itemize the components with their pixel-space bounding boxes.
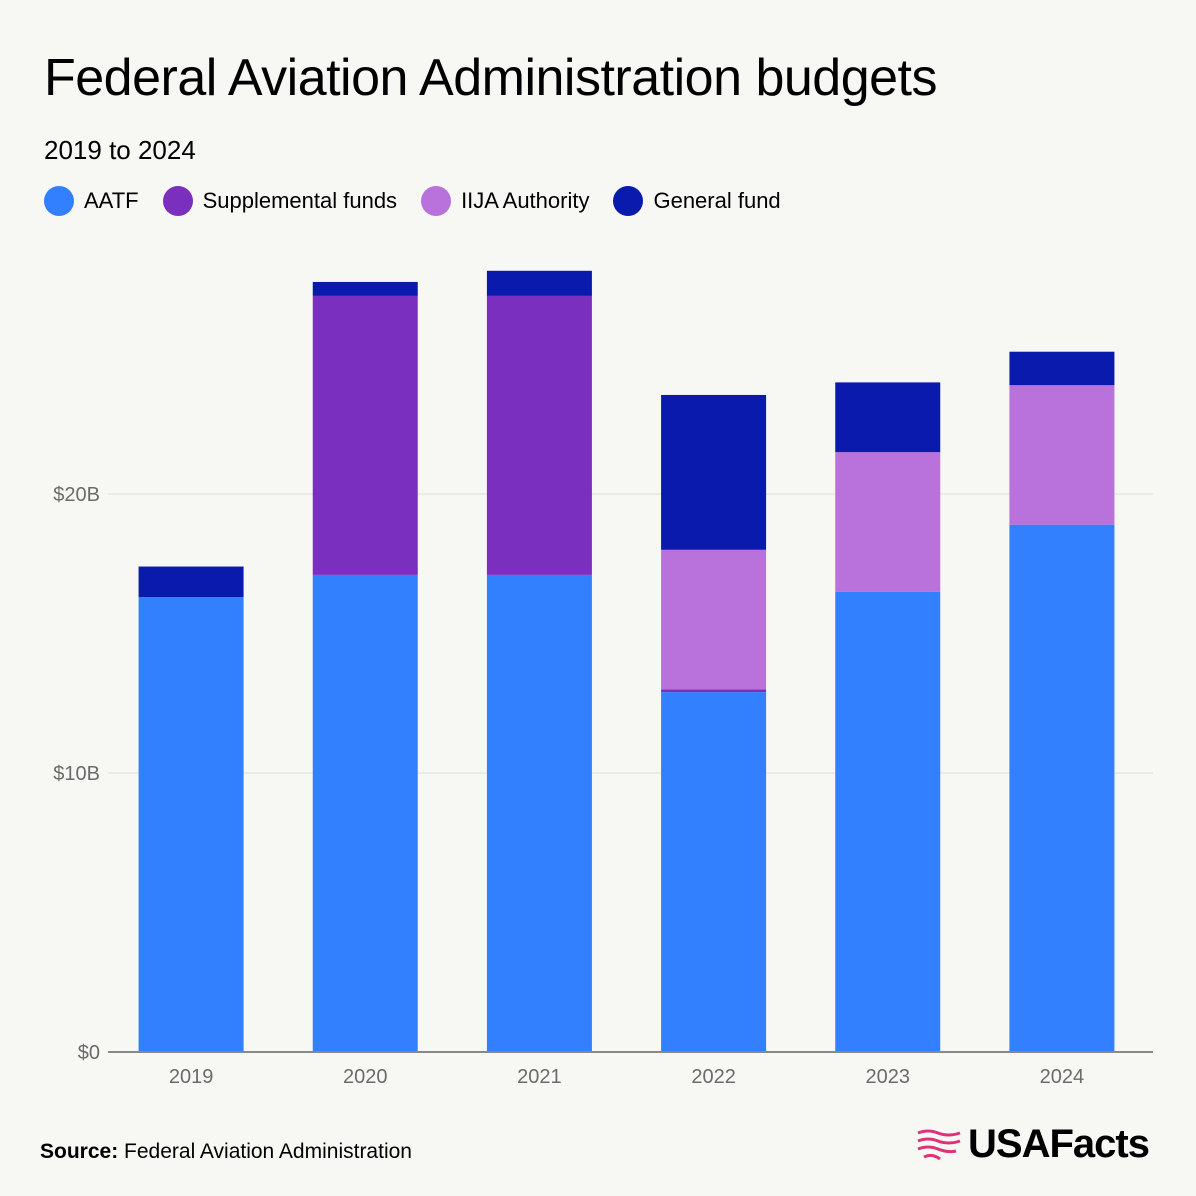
source-label: Source: bbox=[40, 1140, 119, 1163]
chart-subtitle: 2019 to 2024 bbox=[44, 135, 196, 165]
bar-segment-general-fund bbox=[835, 382, 941, 453]
legend-label: General fund bbox=[653, 188, 781, 213]
y-tick-label: $0 bbox=[78, 1042, 100, 1064]
bar-segment-aatf bbox=[835, 591, 941, 1052]
source-note: Source: Federal Aviation Administration bbox=[40, 1140, 412, 1164]
bar-segment-general-fund bbox=[661, 394, 767, 550]
bar-segment-aatf bbox=[138, 597, 244, 1052]
legend-item-supplemental: Supplemental funds bbox=[162, 186, 398, 216]
usafacts-logo: USAFacts bbox=[916, 1122, 1150, 1167]
bar-segment-aatf bbox=[661, 692, 767, 1052]
bar-segment-general-fund bbox=[138, 566, 244, 598]
legend-item-aatf: AATF bbox=[44, 186, 139, 216]
bar-segment-iija-authority bbox=[1009, 385, 1115, 525]
y-tick-label: $10B bbox=[53, 763, 100, 785]
x-tick-label: 2023 bbox=[866, 1066, 911, 1088]
flag-map-icon bbox=[917, 1129, 961, 1160]
x-tick-label: 2022 bbox=[691, 1066, 736, 1088]
legend-swatch bbox=[613, 186, 644, 216]
legend-label: AATF bbox=[84, 188, 139, 213]
bar-segment-iija-authority bbox=[835, 452, 941, 592]
legend-item-iija: IIJA Authority bbox=[421, 186, 589, 216]
x-tick-label: 2021 bbox=[517, 1066, 562, 1088]
bar-segment-aatf bbox=[486, 574, 592, 1052]
x-tick-label: 2019 bbox=[169, 1066, 214, 1088]
legend: AATF Supplemental funds IIJA Authority G… bbox=[44, 186, 781, 216]
y-tick-label: $20B bbox=[53, 484, 100, 506]
logo-text: USAFacts bbox=[968, 1122, 1150, 1166]
bar-segment-iija-authority bbox=[661, 549, 767, 690]
chart-title: Federal Aviation Administration budgets bbox=[44, 49, 938, 107]
legend-swatch bbox=[162, 186, 193, 216]
x-tick-label: 2024 bbox=[1040, 1066, 1085, 1088]
bar-segment-supplemental-funds bbox=[486, 295, 592, 575]
bar-segment-aatf bbox=[1009, 524, 1115, 1052]
x-tick-label: 2020 bbox=[343, 1066, 388, 1088]
legend-label: IIJA Authority bbox=[461, 188, 590, 213]
legend-swatch bbox=[421, 186, 452, 216]
bar-segment-general-fund bbox=[312, 281, 418, 296]
bar-segment-supplemental-funds bbox=[661, 689, 767, 693]
legend-label: Supplemental funds bbox=[202, 188, 398, 213]
source-text: Federal Aviation Administration bbox=[124, 1140, 412, 1163]
bar-segment-general-fund bbox=[486, 270, 592, 296]
bar-segment-aatf bbox=[312, 574, 418, 1052]
legend-item-general: General fund bbox=[613, 186, 781, 216]
bar-segment-general-fund bbox=[1009, 351, 1115, 386]
bar-segment-supplemental-funds bbox=[312, 295, 418, 575]
legend-swatch bbox=[44, 186, 74, 216]
